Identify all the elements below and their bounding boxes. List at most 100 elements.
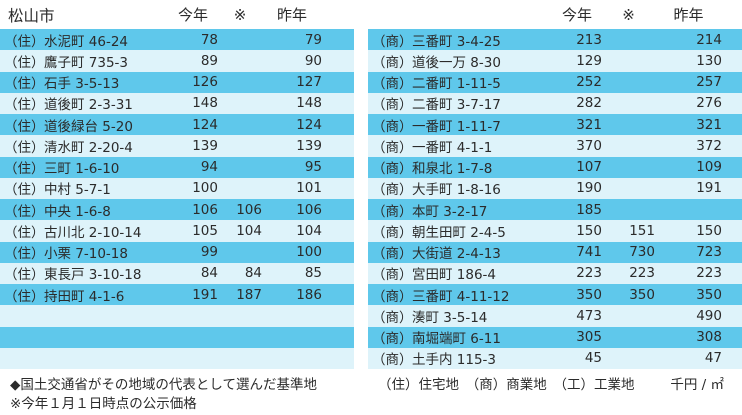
table-row: （商） 二番町 3-7-17 282 276: [368, 92, 742, 114]
column-header-last-year: 昨年: [673, 6, 704, 24]
column-header-last-year: 昨年: [276, 6, 307, 24]
price-last-year: 101: [296, 180, 322, 197]
location-label: 二番町 3-7-17: [412, 97, 501, 114]
table-row: （住） 古川北 2-10-14 105 104 104: [0, 220, 354, 242]
table-row: （商） 三番町 4-11-12 350 350 350: [368, 284, 742, 306]
location-label: 水泥町 46-24: [44, 33, 129, 50]
table-row: （商） 一番町 1-11-7 321 321: [368, 114, 742, 136]
location-label: 清水町 2-20-4: [44, 139, 133, 156]
right-table-body: （商） 三番町 3-4-25 213 214 （商） 道後一万 8-30 129…: [368, 29, 742, 369]
source-note: ◆国土交通省がその地域の代表として選んだ基準地: [10, 377, 317, 393]
category-label: （商）: [372, 139, 413, 156]
category-label: （住）: [4, 33, 45, 50]
price-last-year: 79: [304, 31, 322, 48]
column-header-reference: ※: [622, 5, 635, 24]
price-last-year: 100: [296, 244, 322, 261]
location-label: 持田町 4-1-6: [44, 288, 125, 305]
price-last-year: 223: [696, 265, 722, 282]
price-last-year: 350: [696, 286, 722, 303]
price-this-year: 370: [576, 137, 602, 154]
location-label: 大手町 1-8-16: [412, 182, 501, 199]
category-label: （商）: [372, 331, 413, 348]
location-label: 本町 3-2-17: [412, 203, 488, 220]
price-this-year: 99: [200, 244, 218, 261]
price-this-year: 129: [576, 52, 602, 69]
price-this-year: 185: [576, 201, 602, 218]
left-table-body: （住） 水泥町 46-24 78 79 （住） 鷹子町 735-3 89 90 …: [0, 29, 354, 369]
category-label: （住）: [4, 139, 45, 156]
right-table-header: 今年 ※ 昨年: [368, 0, 742, 29]
table-row: （商） 土手内 115-3 45 47: [368, 347, 742, 369]
price-reference: 350: [629, 286, 655, 303]
category-label: （商）: [372, 309, 413, 326]
table-row: （住） 中村 5-7-1 100 101: [0, 177, 354, 199]
table-row: （住） 石手 3-5-13 126 127: [0, 71, 354, 93]
price-last-year: 490: [696, 307, 722, 324]
price-last-year: 47: [704, 350, 722, 367]
location-label: 道後町 2-3-31: [44, 97, 133, 114]
price-this-year: 124: [192, 116, 218, 133]
location-label: 土手内 115-3: [412, 352, 497, 369]
table-row: （住） 小栗 7-10-18 99 100: [0, 241, 354, 263]
price-reference: 187: [236, 286, 262, 303]
category-label: （住）: [4, 224, 45, 241]
price-last-year: 321: [696, 116, 722, 133]
table-row: （住） 持田町 4-1-6 191 187 186: [0, 284, 354, 306]
category-label: （住）: [4, 118, 45, 135]
location-label: 鷹子町 735-3: [44, 54, 129, 71]
price-last-year: 95: [304, 159, 322, 176]
price-this-year: 94: [200, 159, 218, 176]
price-last-year: 139: [296, 137, 322, 154]
category-label: （住）: [4, 246, 45, 263]
price-reference: 106: [236, 201, 262, 218]
unit-label: 千円 / ㎡: [670, 377, 724, 393]
location-label: 一番町 1-11-7: [412, 118, 501, 135]
price-reference: 104: [236, 222, 262, 239]
location-label: 道後緑台 5-20: [44, 118, 133, 135]
category-label: （商）: [372, 182, 413, 199]
location-label: 中央 1-6-8: [44, 203, 111, 220]
location-label: 南堀端町 6-11: [412, 331, 501, 348]
price-this-year: 148: [192, 95, 218, 112]
category-label: （商）: [372, 161, 413, 178]
category-label: （商）: [372, 118, 413, 135]
location-label: 小栗 7-10-18: [44, 246, 128, 263]
category-label: （商）: [372, 76, 413, 93]
price-this-year: 252: [576, 74, 602, 91]
price-this-year: 305: [576, 329, 602, 346]
price-this-year: 223: [576, 265, 602, 282]
table-row: （商） 湊町 3-5-14 473 490: [368, 305, 742, 327]
price-last-year: 106: [296, 201, 322, 218]
category-label: （商）: [372, 224, 413, 241]
table-row: （商） 一番町 4-1-1 370 372: [368, 135, 742, 157]
price-reference: 84: [244, 265, 262, 282]
location-label: 三番町 3-4-25: [412, 33, 501, 50]
table-row: （住） 三町 1-6-10 94 95: [0, 156, 354, 178]
price-last-year: 150: [696, 222, 722, 239]
category-label: （商）: [372, 288, 413, 305]
left-table-header: 松山市 今年 ※ 昨年: [0, 0, 354, 29]
location-label: 二番町 1-11-5: [412, 76, 501, 93]
price-this-year: 321: [576, 116, 602, 133]
category-label: （住）: [4, 288, 45, 305]
table-row: （商） 宮田町 186-4 223 223 223: [368, 262, 742, 284]
table-row: [0, 305, 354, 327]
price-last-year: 85: [304, 265, 322, 282]
location-label: 三番町 4-11-12: [412, 288, 510, 305]
category-label: （住）: [4, 182, 45, 199]
category-legend: （住）住宅地 （商）商業地 （工）工業地: [378, 377, 635, 393]
price-last-year: 276: [696, 95, 722, 112]
price-this-year: 105: [192, 222, 218, 239]
price-last-year: 186: [296, 286, 322, 303]
category-label: （住）: [4, 161, 45, 178]
city-title: 松山市: [8, 6, 55, 25]
price-last-year: 104: [296, 222, 322, 239]
category-label: （商）: [372, 203, 413, 220]
price-reference: 151: [629, 222, 655, 239]
price-reference: 223: [629, 265, 655, 282]
price-this-year: 473: [576, 307, 602, 324]
column-header-reference: ※: [233, 5, 247, 24]
price-reference: 730: [629, 244, 655, 261]
price-this-year: 78: [200, 31, 218, 48]
table-row: （商） 南堀端町 6-11 305 308: [368, 326, 742, 348]
